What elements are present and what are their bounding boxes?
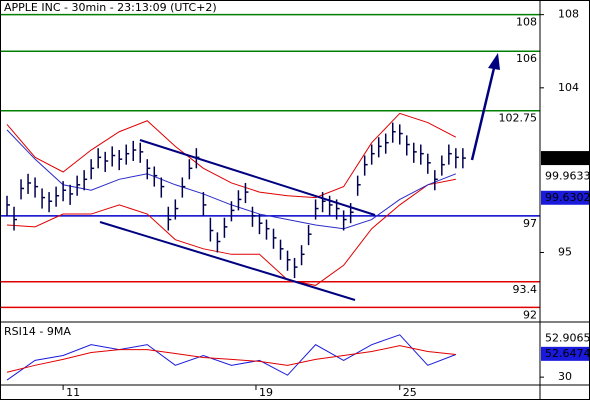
x-tick-label: 19: [259, 386, 273, 399]
y-tick-label: 104: [558, 81, 579, 94]
x-tick-label: 11: [66, 386, 80, 399]
x-tick-label: 25: [403, 386, 417, 399]
price-tag-box: [541, 169, 589, 184]
rsi-line: [6, 345, 456, 373]
level-label: 92: [523, 308, 537, 321]
price-tag-box: [541, 190, 589, 205]
level-label: 93.4: [513, 283, 538, 296]
level-label: 102.75: [499, 112, 538, 125]
price-tag-label: 99.6302: [545, 191, 590, 204]
rsi-line: [6, 334, 457, 381]
band-lower: [6, 178, 456, 286]
y-tick-label: 95: [558, 245, 572, 258]
band-upper: [6, 112, 457, 199]
price-tag-label: 52.6474: [545, 347, 590, 360]
price-tag-box: [541, 331, 589, 346]
channel-lower: [99, 221, 356, 301]
chart-title: APPLE INC - 30min - 23:13:09 (UTC+2): [4, 1, 217, 14]
arrow-head: [488, 53, 500, 70]
price-tag-box: [541, 151, 589, 166]
price-tag-label: 52.9065: [545, 332, 590, 345]
forecast-arrow: [470, 67, 496, 161]
plot-layers: 108 106 102.75 97 93.4 92 95 104 108 11 19 25 100.16…: [0, 8, 590, 399]
y-tick-label: 108: [558, 8, 579, 21]
y-tick-label: 30: [558, 370, 572, 383]
price-tag-label: 100.16: [545, 151, 584, 164]
level-label: 106: [516, 52, 537, 65]
price-tag-box: [541, 346, 589, 361]
channel-upper: [139, 139, 376, 216]
price-tag-label: 99.9633: [545, 170, 590, 183]
rsi-title: RSI14 - 9MA: [4, 325, 71, 338]
level-label: 97: [523, 217, 537, 230]
level-label: 108: [516, 16, 537, 29]
